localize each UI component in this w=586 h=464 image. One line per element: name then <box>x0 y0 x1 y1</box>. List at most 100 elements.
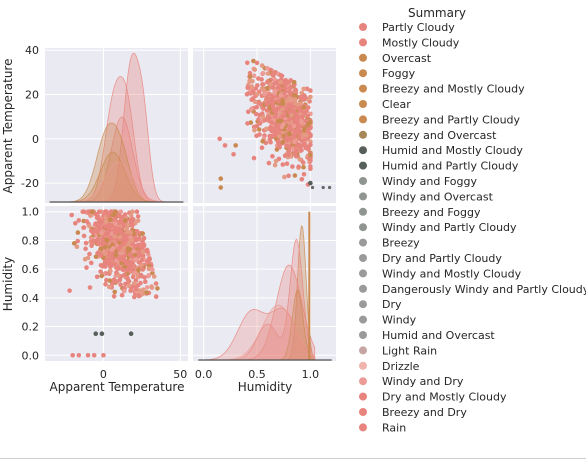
scatter-point <box>113 252 118 258</box>
legend-entry: Humid and Mostly Cloudy <box>359 144 523 157</box>
legend-entry: Humid and Partly Cloudy <box>359 160 519 173</box>
legend-label: Dry <box>382 298 402 311</box>
scatter-point <box>299 119 304 124</box>
scatter-point <box>107 284 112 290</box>
scatter-point <box>244 92 250 97</box>
scatter-point <box>266 160 272 166</box>
scatter-point <box>254 92 260 97</box>
scatter-point <box>116 246 122 252</box>
scatter-point <box>246 109 251 115</box>
scatter-point <box>260 111 265 116</box>
legend-label: Light Rain <box>382 344 437 357</box>
scatter-point <box>268 139 273 145</box>
scatter-point <box>217 136 222 142</box>
scatter-point <box>253 86 258 91</box>
scatter-point <box>122 218 128 223</box>
scatter-point <box>301 86 307 92</box>
y-axis-title-temperature: Apparent Temperature <box>1 59 15 194</box>
scatter-point <box>108 209 114 214</box>
scatter-point <box>136 253 142 259</box>
legend-entry: Windy and Dry <box>359 375 464 388</box>
scatter-point <box>153 281 159 286</box>
scatter-point <box>249 106 254 112</box>
scatter-point <box>282 90 287 96</box>
scatter-point <box>250 96 256 101</box>
scatter-point <box>87 251 92 257</box>
scatter-point <box>272 90 278 96</box>
legend-marker <box>359 377 367 386</box>
scatter-point <box>135 283 141 288</box>
scatter-point <box>245 60 250 66</box>
scatter-point <box>112 234 118 239</box>
scatter-point <box>286 131 292 136</box>
scatter-point <box>247 78 253 83</box>
scatter-point <box>85 255 91 261</box>
scatter-point <box>75 238 80 244</box>
scatter-point <box>286 89 292 94</box>
legend-marker <box>359 53 367 62</box>
scatter-points <box>67 58 332 358</box>
scatter-point <box>233 143 238 148</box>
scatter-point <box>99 331 105 337</box>
scatter-point <box>134 209 140 214</box>
y-tick-label: 0.2 <box>22 321 40 334</box>
scatter-point <box>286 173 291 179</box>
y-tick-label: 1.0 <box>22 206 40 219</box>
scatter-point <box>103 281 108 287</box>
y-tick-label: -20 <box>21 177 39 190</box>
scatter-point <box>123 237 129 243</box>
legend-entry: Drizzle <box>359 360 420 373</box>
scatter-point <box>89 243 94 249</box>
scatter-point <box>98 246 104 252</box>
scatter-point <box>98 263 104 268</box>
scatter-point <box>117 234 123 240</box>
scatter-point <box>304 108 309 114</box>
scatter-point <box>286 96 292 101</box>
scatter-point <box>94 274 100 280</box>
scatter-point <box>99 273 104 279</box>
scatter-point <box>90 229 95 235</box>
scatter-point <box>81 225 87 230</box>
scatter-point <box>275 139 281 145</box>
scatter-point <box>104 277 109 283</box>
scatter-point <box>245 85 250 90</box>
scatter-point <box>120 267 126 273</box>
scatter-point <box>96 241 101 246</box>
scatter-point <box>118 282 123 288</box>
scatter-point <box>103 219 109 224</box>
scatter-point <box>260 71 266 76</box>
scatter-point <box>127 260 132 265</box>
scatter-point <box>127 252 132 257</box>
scatter-point <box>259 63 265 68</box>
scatter-point <box>107 278 113 283</box>
scatter-point <box>150 270 155 276</box>
y-axis-title-humidity: Humidity <box>1 257 15 311</box>
legend-entry: Dry <box>359 298 402 311</box>
scatter-point <box>269 125 275 131</box>
scatter-point <box>143 279 148 285</box>
legend-marker <box>359 23 367 31</box>
scatter-point <box>125 276 130 282</box>
scatter-point <box>133 286 139 292</box>
legend-entry: Humid and Overcast <box>359 329 495 342</box>
scatter-point <box>128 331 134 337</box>
scatter-point <box>89 209 95 214</box>
scatter-point <box>139 263 144 268</box>
y-tick-label: 0 <box>32 133 39 146</box>
legend-label: Humid and Partly Cloudy <box>382 160 519 173</box>
scatter-point <box>108 261 114 267</box>
scatter-point <box>286 152 291 158</box>
scatter-point <box>280 139 286 145</box>
legend-marker <box>359 130 367 139</box>
scatter-point <box>84 265 89 270</box>
scatter-point <box>260 82 265 87</box>
scatter-point <box>272 162 278 168</box>
legend-marker <box>359 361 367 370</box>
scatter-point <box>295 114 301 120</box>
scatter-point <box>301 164 306 170</box>
scatter-point <box>96 219 102 225</box>
scatter-point <box>112 262 118 267</box>
scatter-point <box>140 253 146 258</box>
scatter-point <box>141 235 147 241</box>
scatter-point <box>103 224 108 229</box>
